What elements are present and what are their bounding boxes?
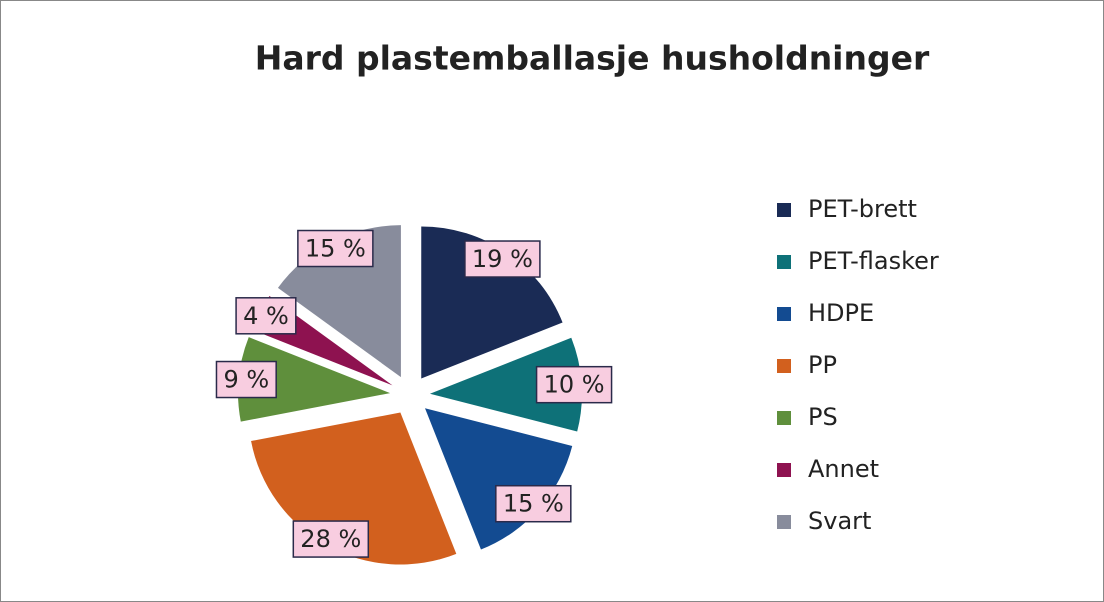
data-label-text: 28 % [300,525,361,553]
legend-label: PET-flasker [808,247,939,275]
legend-label: PS [808,403,838,431]
data-label-text: 15 % [503,490,564,518]
legend-swatch [777,515,791,529]
legend-label: PP [808,351,837,379]
data-label-box [464,240,541,278]
data-label-text: 19 % [472,245,533,273]
data-label-box [292,520,370,558]
legend-swatch [777,359,791,373]
legend-swatch [777,255,791,269]
pie-slice [429,337,582,432]
data-label-box [495,484,572,523]
data-label-text: 15 % [305,235,366,263]
data-label-text: 10 % [544,371,605,399]
legend-label: Annet [808,455,879,483]
legend-swatch [777,203,791,217]
pie-slice [425,408,573,550]
data-label-text: 9 % [223,366,269,394]
chart-title: Hard plastemballasje husholdninger [255,39,930,78]
data-label-text: 4 % [243,302,289,330]
data-label-box [535,365,613,404]
legend-swatch [777,411,791,425]
legend-swatch [777,307,791,321]
pie-slice [421,226,563,379]
data-label-box [235,297,297,335]
pie-slice [238,337,391,422]
legend-label: Svart [808,507,871,535]
data-label-box [297,229,374,268]
legend-swatch [777,463,791,477]
data-label-box [215,360,277,399]
legend-label: PET-brett [808,195,917,223]
legend-label: HDPE [808,299,874,327]
